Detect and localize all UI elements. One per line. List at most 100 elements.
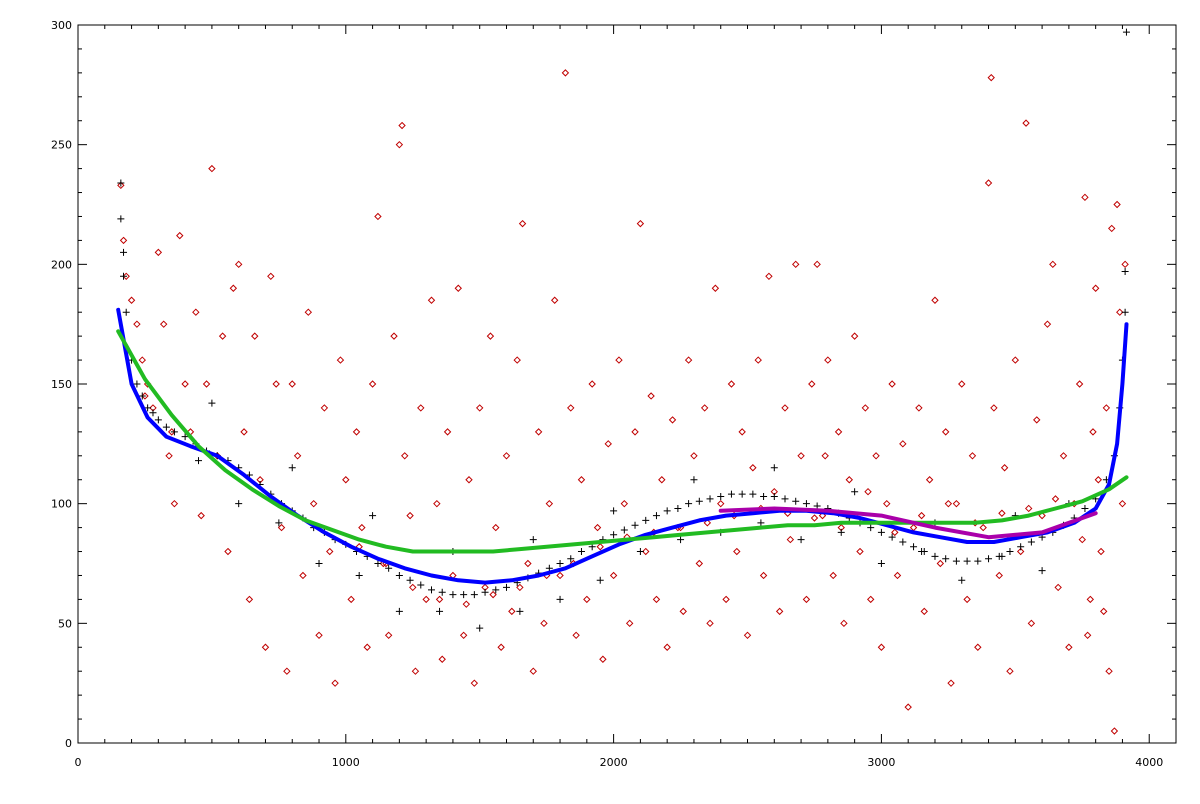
red-diamond-point-161 <box>968 452 977 460</box>
red-diamond-point-66 <box>459 631 468 640</box>
red-diamond-point-215 <box>489 590 497 599</box>
red-diamond-point-56 <box>406 511 414 520</box>
red-diamond-point-77 <box>518 219 527 228</box>
red-diamond-point-16 <box>197 511 205 520</box>
red-diamond-point-132 <box>813 260 821 269</box>
red-diamond-point-156 <box>941 428 950 436</box>
black-plus-point-63 <box>717 492 725 500</box>
red-diamond-point-135 <box>829 571 837 580</box>
red-diamond-point-17 <box>202 380 211 388</box>
red-diamond-point-182 <box>1075 380 1084 388</box>
black-plus-point-112 <box>690 476 698 484</box>
red-diamond-point-179 <box>1059 452 1068 460</box>
black-plus-point-127 <box>958 576 966 584</box>
red-diamond-point-152 <box>920 607 928 616</box>
black-plus-point-134 <box>596 576 604 584</box>
black-plus-point-57 <box>652 512 660 520</box>
red-diamond-point-34 <box>293 452 302 460</box>
black-plus-point-1 <box>117 215 125 223</box>
red-diamond-point-121 <box>754 356 762 364</box>
red-diamond-point-192 <box>1121 260 1129 269</box>
black-plus-point-139 <box>998 552 1006 560</box>
plot-frame <box>77 24 1177 744</box>
red-diamond-point-130 <box>802 595 811 604</box>
red-diamond-point-63 <box>443 428 452 436</box>
red-diamond-point-11 <box>170 499 179 508</box>
red-diamond-point-185 <box>1091 284 1100 292</box>
red-diamond-point-88 <box>577 476 586 484</box>
red-diamond-point-45 <box>352 428 361 436</box>
red-diamond-point-29 <box>267 272 275 281</box>
black-plus-point-54 <box>620 526 628 534</box>
red-diamond-point-82 <box>545 499 554 508</box>
black-plus-point-135 <box>677 536 685 544</box>
red-diamond-point-32 <box>283 667 291 675</box>
red-diamond-point-68 <box>470 679 479 687</box>
red-diamond-point-40 <box>326 547 334 556</box>
red-diamond-point-207 <box>998 509 1006 517</box>
black-plus-point-34 <box>406 576 414 584</box>
black-plus-point-50 <box>577 548 585 556</box>
red-diamond-point-191 <box>1118 499 1127 508</box>
black-plus-point-78 <box>877 528 885 536</box>
red-diamond-point-94 <box>609 571 618 580</box>
black-plus-point-71 <box>802 500 810 508</box>
red-diamond-point-154 <box>931 296 939 304</box>
red-diamond-point-65 <box>454 284 462 292</box>
red-diamond-point-59 <box>422 595 430 604</box>
black-plus-point-92 <box>1027 538 1035 546</box>
red-diamond-point-208 <box>1025 504 1033 513</box>
black-plus-point-106 <box>208 399 216 407</box>
black-plus-point-68 <box>770 492 778 500</box>
black-plus-point-38 <box>449 591 457 599</box>
red-diamond-point-165 <box>987 73 995 82</box>
red-diamond-point-54 <box>398 121 406 130</box>
red-diamond-point-200 <box>821 452 829 460</box>
black-plus-point-121 <box>476 624 484 632</box>
y-tick-label-2: 100 <box>51 498 72 511</box>
red-diamond-point-204 <box>917 511 926 520</box>
red-diamond-point-21 <box>224 547 232 556</box>
fit-line-4 <box>718 506 1098 540</box>
black-plus-point-133 <box>516 607 524 615</box>
y-tick-label-6: 300 <box>51 19 72 32</box>
fit-line-2 <box>116 307 1129 585</box>
red-diamond-point-102 <box>652 595 661 604</box>
fit-line-3 <box>116 329 1129 554</box>
black-plus-point-137 <box>837 528 845 536</box>
red-diamond-point-112 <box>706 619 714 628</box>
black-plus-point-0 <box>117 179 125 187</box>
red-diamond-point-115 <box>722 595 730 604</box>
red-diamond-point-194 <box>1105 667 1113 675</box>
black-plus-point-7 <box>138 392 146 400</box>
black-plus-point-119 <box>315 560 323 567</box>
red-diamond-point-184 <box>1086 595 1095 604</box>
red-diamond-point-116 <box>727 380 736 388</box>
red-diamond-point-31 <box>277 523 286 532</box>
red-diamond-point-107 <box>679 607 687 616</box>
black-plus-point-12 <box>170 428 178 436</box>
red-diamond-point-153 <box>925 476 934 484</box>
black-plus-point-36 <box>428 586 436 594</box>
black-plus-point-77 <box>867 524 875 532</box>
y-tick-label-1: 50 <box>58 617 72 630</box>
red-diamond-point-146 <box>888 380 896 388</box>
red-diamond-point-36 <box>304 308 313 316</box>
black-plus-point-40 <box>470 591 478 599</box>
red-diamond-point-0 <box>117 181 125 190</box>
black-plus-point-79 <box>888 533 896 541</box>
red-diamond-point-160 <box>963 595 971 604</box>
red-diamond-point-98 <box>631 428 639 436</box>
red-diamond-point-138 <box>845 476 853 484</box>
red-diamond-point-198 <box>1083 631 1092 640</box>
red-diamond-point-141 <box>861 404 870 412</box>
red-diamond-point-227 <box>810 514 819 522</box>
red-diamond-point-228 <box>141 392 149 400</box>
black-plus-point-31 <box>374 560 382 567</box>
red-diamond-point-216 <box>516 583 524 592</box>
red-diamond-point-199 <box>1078 535 1086 544</box>
red-diamond-point-123 <box>765 272 773 281</box>
red-diamond-point-209 <box>1051 495 1060 503</box>
red-diamond-point-150 <box>909 523 918 532</box>
red-diamond-point-164 <box>984 179 993 187</box>
